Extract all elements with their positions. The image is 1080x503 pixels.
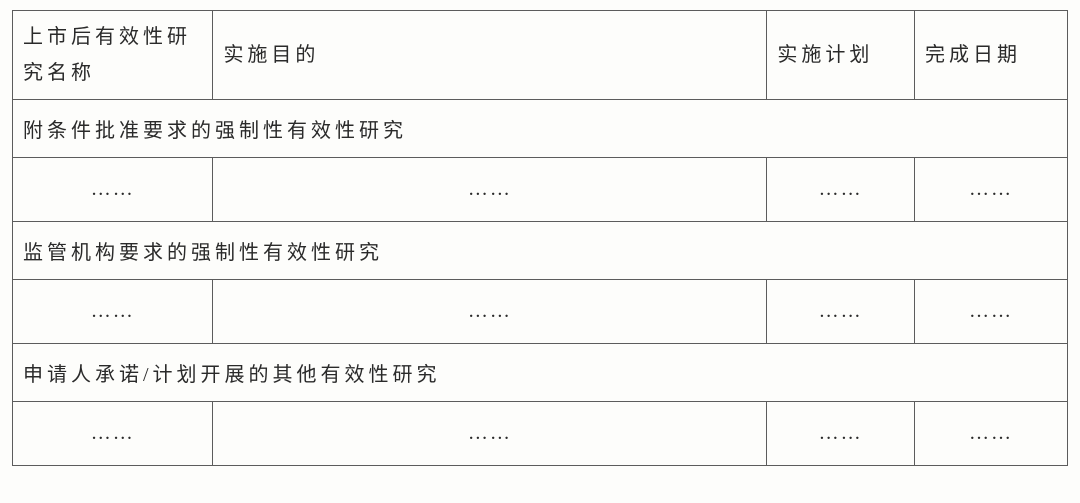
section-title: 监管机构要求的强制性有效性研究 bbox=[13, 222, 1068, 280]
col-header-study-name: 上市后有效性研究名称 bbox=[13, 11, 213, 100]
cell-study-name: …… bbox=[13, 402, 213, 466]
cell-complete: …… bbox=[915, 280, 1068, 344]
section-title: 附条件批准要求的强制性有效性研究 bbox=[13, 100, 1068, 158]
table-row: …… …… …… …… bbox=[13, 402, 1068, 466]
table-section-row: 申请人承诺/计划开展的其他有效性研究 bbox=[13, 344, 1068, 402]
col-header-purpose: 实施目的 bbox=[213, 11, 767, 100]
col-header-complete: 完成日期 bbox=[915, 11, 1068, 100]
cell-complete: …… bbox=[915, 158, 1068, 222]
section-title: 申请人承诺/计划开展的其他有效性研究 bbox=[13, 344, 1068, 402]
cell-plan: …… bbox=[767, 158, 915, 222]
col-header-plan: 实施计划 bbox=[767, 11, 915, 100]
table-row: …… …… …… …… bbox=[13, 280, 1068, 344]
cell-study-name: …… bbox=[13, 158, 213, 222]
cell-purpose: …… bbox=[213, 158, 767, 222]
efficacy-study-table: 上市后有效性研究名称 实施目的 实施计划 完成日期 附条件批准要求的强制性有效性… bbox=[12, 10, 1068, 466]
cell-complete: …… bbox=[915, 402, 1068, 466]
table-section-row: 监管机构要求的强制性有效性研究 bbox=[13, 222, 1068, 280]
cell-purpose: …… bbox=[213, 280, 767, 344]
cell-plan: …… bbox=[767, 402, 915, 466]
table-row: …… …… …… …… bbox=[13, 158, 1068, 222]
cell-purpose: …… bbox=[213, 402, 767, 466]
table-header-row: 上市后有效性研究名称 实施目的 实施计划 完成日期 bbox=[13, 11, 1068, 100]
table-section-row: 附条件批准要求的强制性有效性研究 bbox=[13, 100, 1068, 158]
cell-plan: …… bbox=[767, 280, 915, 344]
cell-study-name: …… bbox=[13, 280, 213, 344]
